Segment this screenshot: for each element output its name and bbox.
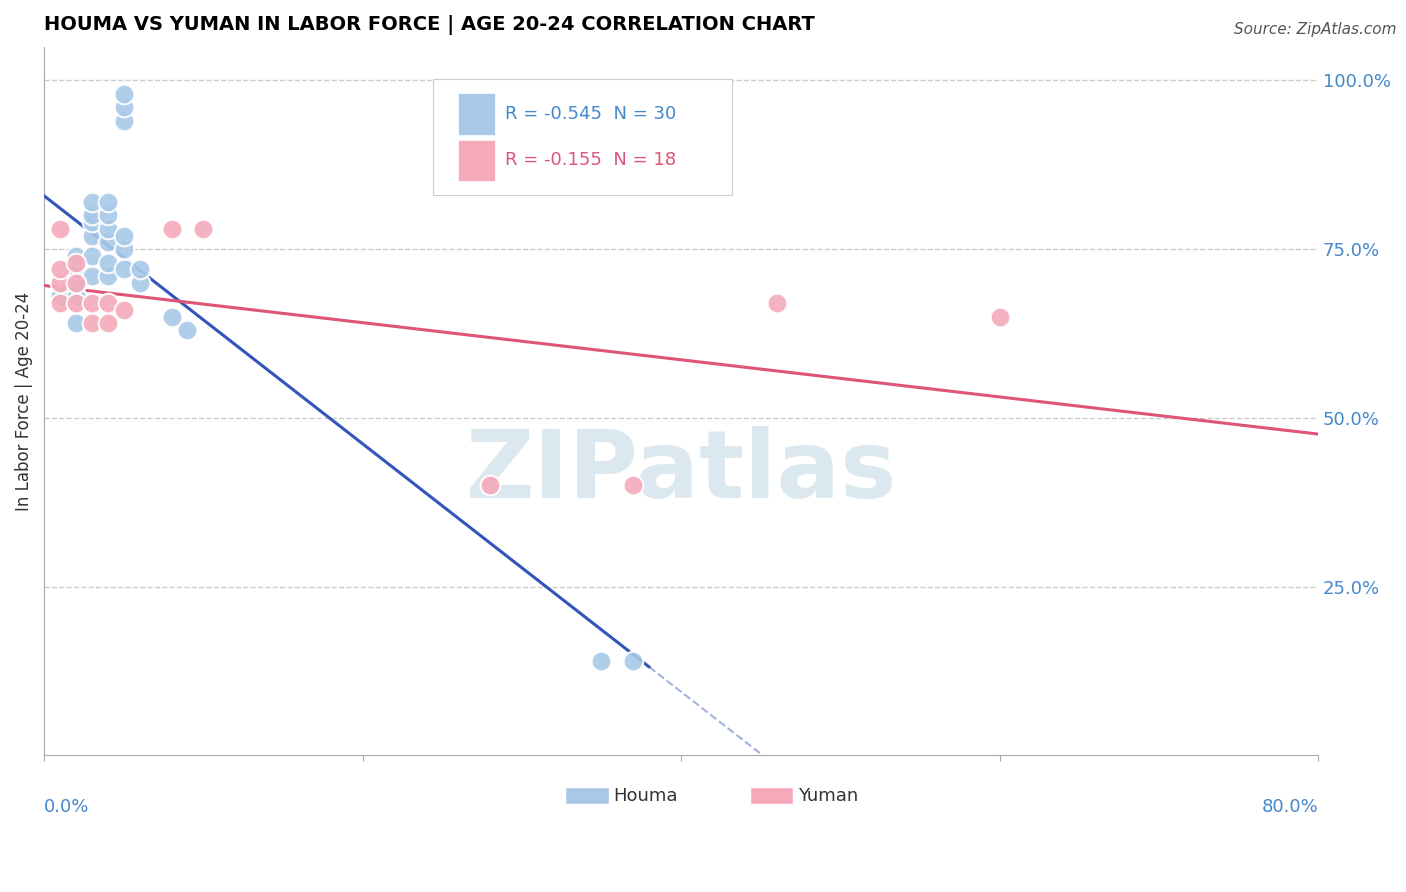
Point — [621, 478, 644, 492]
Point — [112, 302, 135, 317]
Point — [112, 262, 135, 277]
Point — [988, 310, 1011, 324]
Point — [765, 296, 787, 310]
Point — [49, 276, 72, 290]
Point — [97, 222, 120, 236]
FancyBboxPatch shape — [458, 139, 495, 181]
Point — [65, 296, 87, 310]
Point — [80, 249, 103, 263]
Point — [97, 208, 120, 222]
Point — [97, 269, 120, 284]
Point — [193, 222, 215, 236]
Text: 80.0%: 80.0% — [1261, 797, 1319, 816]
Point — [80, 269, 103, 284]
Point — [65, 289, 87, 303]
Text: Source: ZipAtlas.com: Source: ZipAtlas.com — [1233, 22, 1396, 37]
Point — [112, 242, 135, 256]
Point — [49, 222, 72, 236]
Point — [97, 296, 120, 310]
Point — [176, 323, 198, 337]
Point — [160, 222, 183, 236]
Point — [97, 255, 120, 269]
Point — [49, 262, 72, 277]
Point — [112, 100, 135, 114]
Point — [80, 228, 103, 243]
FancyBboxPatch shape — [458, 93, 495, 135]
Point — [80, 296, 103, 310]
Point — [97, 235, 120, 250]
Point — [160, 310, 183, 324]
Text: R = -0.155  N = 18: R = -0.155 N = 18 — [505, 152, 676, 169]
Point — [128, 276, 150, 290]
Point — [112, 87, 135, 101]
Point — [80, 317, 103, 331]
Point — [80, 194, 103, 209]
Point — [49, 289, 72, 303]
Point — [65, 276, 87, 290]
Point — [49, 296, 72, 310]
Point — [621, 654, 644, 668]
FancyBboxPatch shape — [433, 78, 733, 195]
Point — [97, 194, 120, 209]
Text: 0.0%: 0.0% — [44, 797, 90, 816]
Text: ZIPatlas: ZIPatlas — [465, 425, 897, 518]
Text: Houma: Houma — [613, 787, 678, 805]
Point — [479, 478, 502, 492]
Point — [65, 317, 87, 331]
Point — [112, 228, 135, 243]
Point — [65, 262, 87, 277]
FancyBboxPatch shape — [565, 788, 609, 805]
Point — [80, 215, 103, 229]
Y-axis label: In Labor Force | Age 20-24: In Labor Force | Age 20-24 — [15, 292, 32, 510]
Text: R = -0.545  N = 30: R = -0.545 N = 30 — [505, 104, 676, 122]
Point — [65, 249, 87, 263]
Point — [112, 114, 135, 128]
Point — [65, 276, 87, 290]
Text: Yuman: Yuman — [799, 787, 859, 805]
Point — [128, 262, 150, 277]
FancyBboxPatch shape — [749, 788, 793, 805]
Text: HOUMA VS YUMAN IN LABOR FORCE | AGE 20-24 CORRELATION CHART: HOUMA VS YUMAN IN LABOR FORCE | AGE 20-2… — [44, 15, 815, 35]
Point — [97, 317, 120, 331]
Point — [591, 654, 613, 668]
Point — [65, 255, 87, 269]
Point — [80, 208, 103, 222]
